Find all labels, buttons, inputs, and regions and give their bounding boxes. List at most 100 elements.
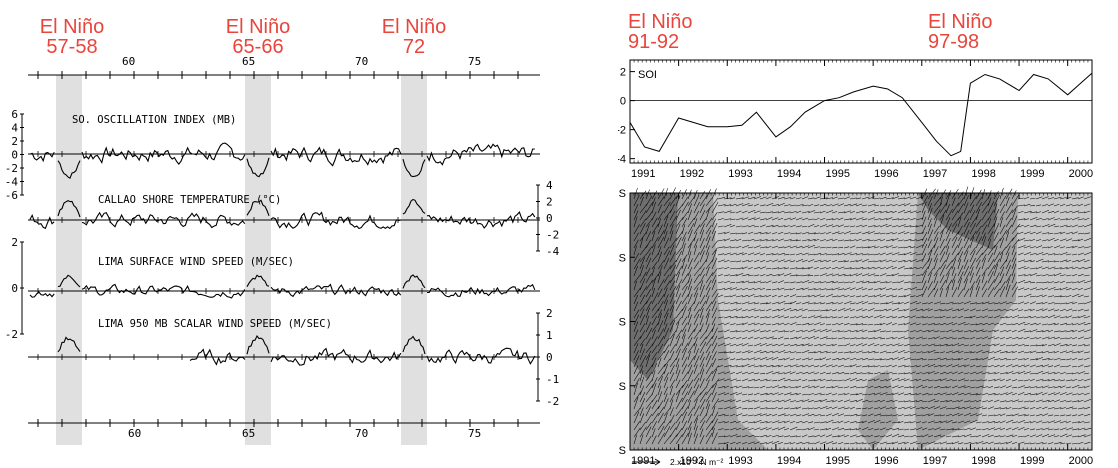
stress-vector xyxy=(687,314,692,326)
stress-vector xyxy=(801,259,808,263)
stress-vector xyxy=(927,343,936,347)
stress-vector xyxy=(729,414,736,417)
stress-vector xyxy=(675,414,683,424)
stress-vector xyxy=(831,358,839,361)
stress-vector xyxy=(969,371,977,375)
stress-vector xyxy=(723,385,729,389)
stress-vector xyxy=(663,274,670,284)
stress-vector xyxy=(933,421,942,424)
stress-vector xyxy=(939,330,946,333)
stress-vector xyxy=(903,435,910,438)
stress-vector xyxy=(1047,365,1054,368)
stress-vector xyxy=(921,337,928,340)
stress-vector xyxy=(1023,267,1030,270)
stress-vector xyxy=(975,428,982,431)
stress-vector xyxy=(699,267,705,277)
stress-vector xyxy=(747,260,753,263)
stress-vector xyxy=(693,323,699,333)
stress-vector xyxy=(663,209,672,221)
stress-vector xyxy=(909,204,917,207)
stress-vector xyxy=(657,385,662,396)
stress-vector xyxy=(789,371,796,375)
stress-vector xyxy=(741,239,749,242)
stress-vector xyxy=(825,231,832,235)
stress-vector xyxy=(933,237,939,249)
stress-vector xyxy=(1053,420,1062,424)
stress-vector xyxy=(675,250,683,263)
stress-vector xyxy=(675,379,681,389)
y-tick-label: -2 xyxy=(546,229,559,242)
stress-vector xyxy=(855,267,864,270)
stress-vector xyxy=(783,351,791,354)
stress-vector xyxy=(1005,407,1012,410)
stress-vector xyxy=(873,400,881,403)
stress-vector xyxy=(1035,420,1043,424)
stress-vector xyxy=(951,364,960,368)
series-title-lima-950: LIMA 950 MB SCALAR WIND SPEED (M/SEC) xyxy=(98,318,332,330)
stress-vector xyxy=(759,434,768,438)
stress-vector xyxy=(813,232,821,235)
stress-vector xyxy=(1029,414,1036,417)
stress-vector xyxy=(849,344,856,347)
stress-vector xyxy=(795,315,803,319)
stress-vector xyxy=(717,218,724,221)
stress-vector xyxy=(945,350,953,354)
stress-vector xyxy=(849,316,857,319)
stress-vector xyxy=(1035,399,1043,403)
stress-vector xyxy=(765,414,772,417)
stress-vector xyxy=(1071,273,1078,277)
stress-vector xyxy=(945,316,951,319)
stress-vector xyxy=(741,322,748,326)
stress-vector xyxy=(633,343,639,354)
stress-vector xyxy=(999,435,1006,438)
stress-vector xyxy=(897,260,906,263)
stress-vector xyxy=(837,364,844,368)
stress-vector xyxy=(645,393,653,403)
stress-vector xyxy=(897,357,905,361)
stress-vector xyxy=(765,336,774,340)
stress-y-tick-label: 10°S xyxy=(618,252,626,264)
stress-vector xyxy=(759,204,766,207)
stress-vector xyxy=(657,230,665,242)
stress-vector xyxy=(1059,433,1068,438)
stress-vector xyxy=(825,294,834,298)
stress-vector xyxy=(1071,428,1079,431)
y-tick-label: 0 xyxy=(11,149,18,162)
stress-vector xyxy=(837,358,845,361)
stress-vector xyxy=(657,425,665,438)
stress-vector xyxy=(789,420,796,424)
stress-vector xyxy=(693,190,698,200)
stress-vector xyxy=(837,330,845,333)
stress-vector xyxy=(951,197,956,207)
x-tick-label: 1998 xyxy=(971,168,995,180)
stress-vector xyxy=(831,211,838,214)
stress-vector xyxy=(801,336,809,340)
stress-vector xyxy=(789,426,798,431)
stress-vector xyxy=(933,225,940,235)
stress-vector xyxy=(825,441,834,445)
stress-vector xyxy=(837,260,846,263)
stress-vector xyxy=(903,301,910,305)
stress-vector xyxy=(951,223,958,235)
stress-vector xyxy=(897,302,904,305)
stress-vectors xyxy=(633,186,1092,445)
stress-vector xyxy=(891,414,899,417)
soi-y-tick-label: 0 xyxy=(620,96,626,108)
stress-vector xyxy=(885,330,892,333)
stress-vector xyxy=(1059,308,1066,312)
stress-vector xyxy=(867,273,876,277)
stress-vector xyxy=(903,365,910,368)
stress-vector xyxy=(705,205,712,214)
stress-vector xyxy=(711,197,719,207)
stress-vector xyxy=(783,211,791,214)
stress-vector xyxy=(861,288,868,291)
stress-vector xyxy=(1023,330,1031,333)
stress-vector xyxy=(927,323,935,326)
stress-vector xyxy=(1011,421,1018,424)
stress-vector xyxy=(801,211,810,214)
stress-vector xyxy=(969,393,978,396)
stress-vector xyxy=(1017,301,1025,305)
series-line-el-nino xyxy=(57,160,81,180)
stress-vector xyxy=(813,350,822,354)
stress-vector xyxy=(975,274,981,284)
